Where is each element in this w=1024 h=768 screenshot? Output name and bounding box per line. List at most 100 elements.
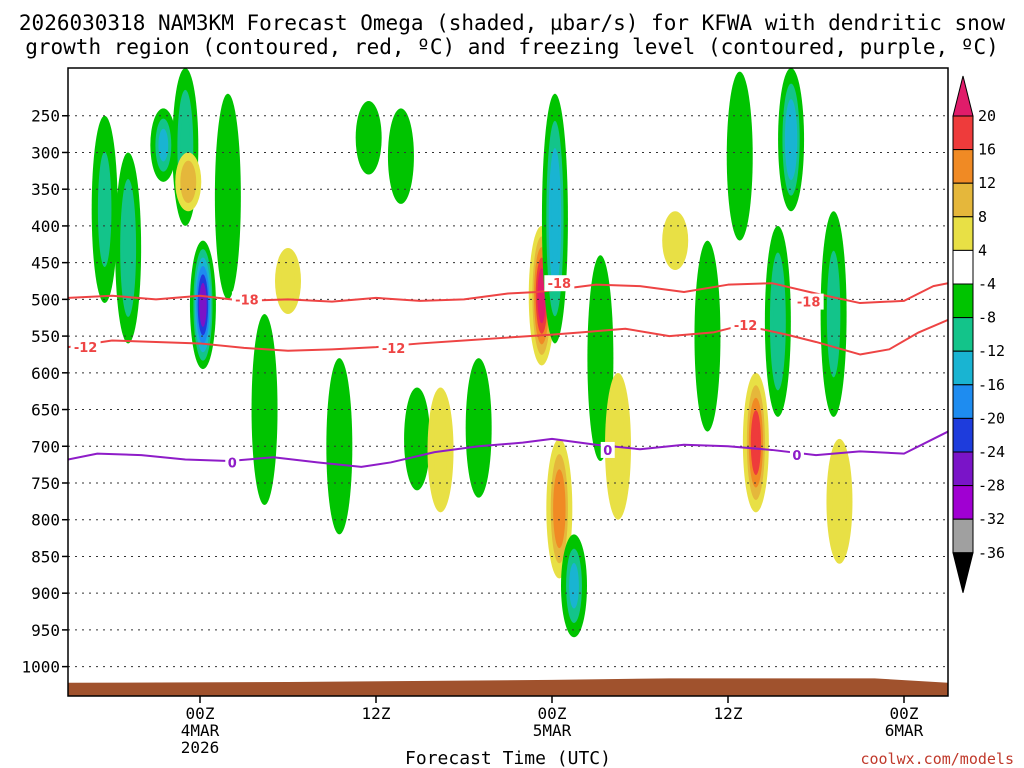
- omega-contour-band: [97, 151, 112, 268]
- contour-label: -12: [734, 319, 758, 334]
- contour-label-bg: [544, 275, 575, 292]
- omega-feature: [778, 68, 805, 212]
- y-tick-label: 600: [31, 364, 60, 383]
- x-tick-label: 5MAR: [533, 721, 572, 740]
- contour-label: -18: [548, 277, 572, 292]
- plot-background: [68, 68, 948, 696]
- omega-contour-band: [593, 294, 608, 422]
- x-tick-label: 00Z: [538, 704, 567, 723]
- omega-contour-band: [569, 562, 579, 609]
- colorbar-label: 16: [978, 141, 996, 159]
- colorbar-segment: [952, 182, 974, 218]
- omega-contour-band: [332, 392, 347, 501]
- omega-feature: [115, 152, 142, 344]
- colorbar-label: -4: [978, 275, 996, 293]
- contour-label-bg: [378, 339, 409, 356]
- omega-colorbar: 20 16 12 8 4 -4 -8 -12 -16 -20 -24 -28 -32 -36: [952, 75, 1005, 593]
- x-tick-label: 6MAR: [885, 721, 924, 740]
- x-tick-label: 4MAR: [181, 721, 220, 740]
- colorbar-label: -28: [978, 477, 1005, 495]
- omega-contour-band: [752, 422, 760, 463]
- omega-feature: [541, 93, 568, 344]
- omega-feature: [764, 225, 791, 417]
- omega-feature: [175, 152, 202, 212]
- omega-feature: [826, 438, 853, 564]
- omega-feature: [91, 115, 118, 304]
- y-tick-label: 1000: [21, 658, 60, 677]
- site-credit-link[interactable]: coolwx.com/models: [860, 750, 1014, 768]
- omega-feature: [150, 108, 177, 182]
- omega-contour-band: [555, 484, 564, 533]
- colorbar-label: 4: [978, 241, 987, 259]
- colorbar-segment: [952, 451, 974, 487]
- contour-label-bg: [789, 447, 804, 464]
- omega-feature: [820, 211, 847, 417]
- omega-feature: [742, 372, 769, 513]
- colorbar-label: -32: [978, 510, 1005, 528]
- y-tick-label: 250: [31, 107, 60, 126]
- colorbar-segment: [952, 384, 974, 419]
- colorbar-label: -20: [978, 409, 1005, 427]
- omega-contour-band: [832, 462, 847, 540]
- y-tick-label: 300: [31, 143, 60, 162]
- omega-shading-layer: [91, 68, 853, 638]
- omega-feature: [275, 247, 301, 315]
- contour-label: 0: [228, 456, 237, 471]
- y-tick-label: 550: [31, 327, 60, 346]
- terrain-fill: [68, 678, 948, 696]
- contour-label-bg: [730, 317, 761, 334]
- contour-label-bg: [793, 293, 824, 310]
- isotherm--18C: [68, 282, 948, 305]
- omega-feature: [326, 358, 353, 535]
- omega-contour-band: [700, 277, 715, 395]
- colorbar-label: -12: [978, 342, 1005, 360]
- y-tick-label: 500: [31, 290, 60, 309]
- y-tick-label: 850: [31, 547, 60, 566]
- contour-label: -12: [382, 342, 406, 357]
- colorbar-label: -16: [978, 376, 1005, 394]
- contour-label: -12: [74, 341, 98, 356]
- omega-contour-band: [221, 133, 235, 260]
- y-tick-label: 450: [31, 254, 60, 273]
- contour-label-bg: [225, 454, 240, 471]
- x-tick-label: 00Z: [186, 704, 215, 723]
- temperature-contours: -18 -18 -18 -12 -12 -12 0 0 0: [68, 275, 948, 471]
- x-tick-label: 00Z: [890, 704, 919, 723]
- omega-contour-band: [668, 222, 682, 259]
- colorbar-segment: [952, 485, 974, 520]
- x-tick-label: 2026: [181, 738, 220, 757]
- omega-contour-band: [772, 278, 783, 364]
- colorbar-label: 20: [978, 107, 996, 125]
- omega-contour-band: [183, 168, 194, 195]
- colorbar-label: -36: [978, 544, 1005, 562]
- contour-label-bg: [70, 339, 101, 356]
- colorbar-bottom-arrow: [952, 552, 974, 593]
- pressure-axis: 250 300 350 400 450 500 550 600 650 700 750 800 850 9…: [21, 107, 68, 677]
- colorbar-top-arrow: [952, 75, 974, 117]
- x-tick-label: 12Z: [362, 704, 391, 723]
- colorbar-label: -8: [978, 309, 996, 327]
- omega-contour-band: [538, 278, 545, 313]
- omega-contour-band: [732, 104, 747, 209]
- omega-feature: [465, 358, 492, 498]
- colorbar-segment: [952, 115, 974, 151]
- colorbar-segment: [952, 283, 974, 319]
- chart-title-line-2: growth region (contoured, red, ºC) and f…: [25, 35, 999, 59]
- plot-frame: [67, 67, 949, 697]
- terrain-layer: [68, 678, 948, 696]
- y-tick-label: 700: [31, 437, 60, 456]
- colorbar-segment: [952, 518, 974, 554]
- omega-contour-band: [551, 175, 559, 263]
- colorbar-segment: [952, 249, 974, 285]
- omega-feature: [387, 108, 414, 204]
- omega-feature: [189, 240, 216, 370]
- colorbar-segment: [952, 317, 974, 352]
- omega-contour-band: [433, 411, 448, 489]
- omega-contour-band: [123, 205, 134, 291]
- colorbar-label: 12: [978, 174, 996, 192]
- colorbar-label: 8: [978, 208, 987, 226]
- isotherm-freezing-level: [68, 430, 948, 468]
- colorbar-segment: [952, 350, 974, 386]
- omega-feature: [726, 71, 753, 241]
